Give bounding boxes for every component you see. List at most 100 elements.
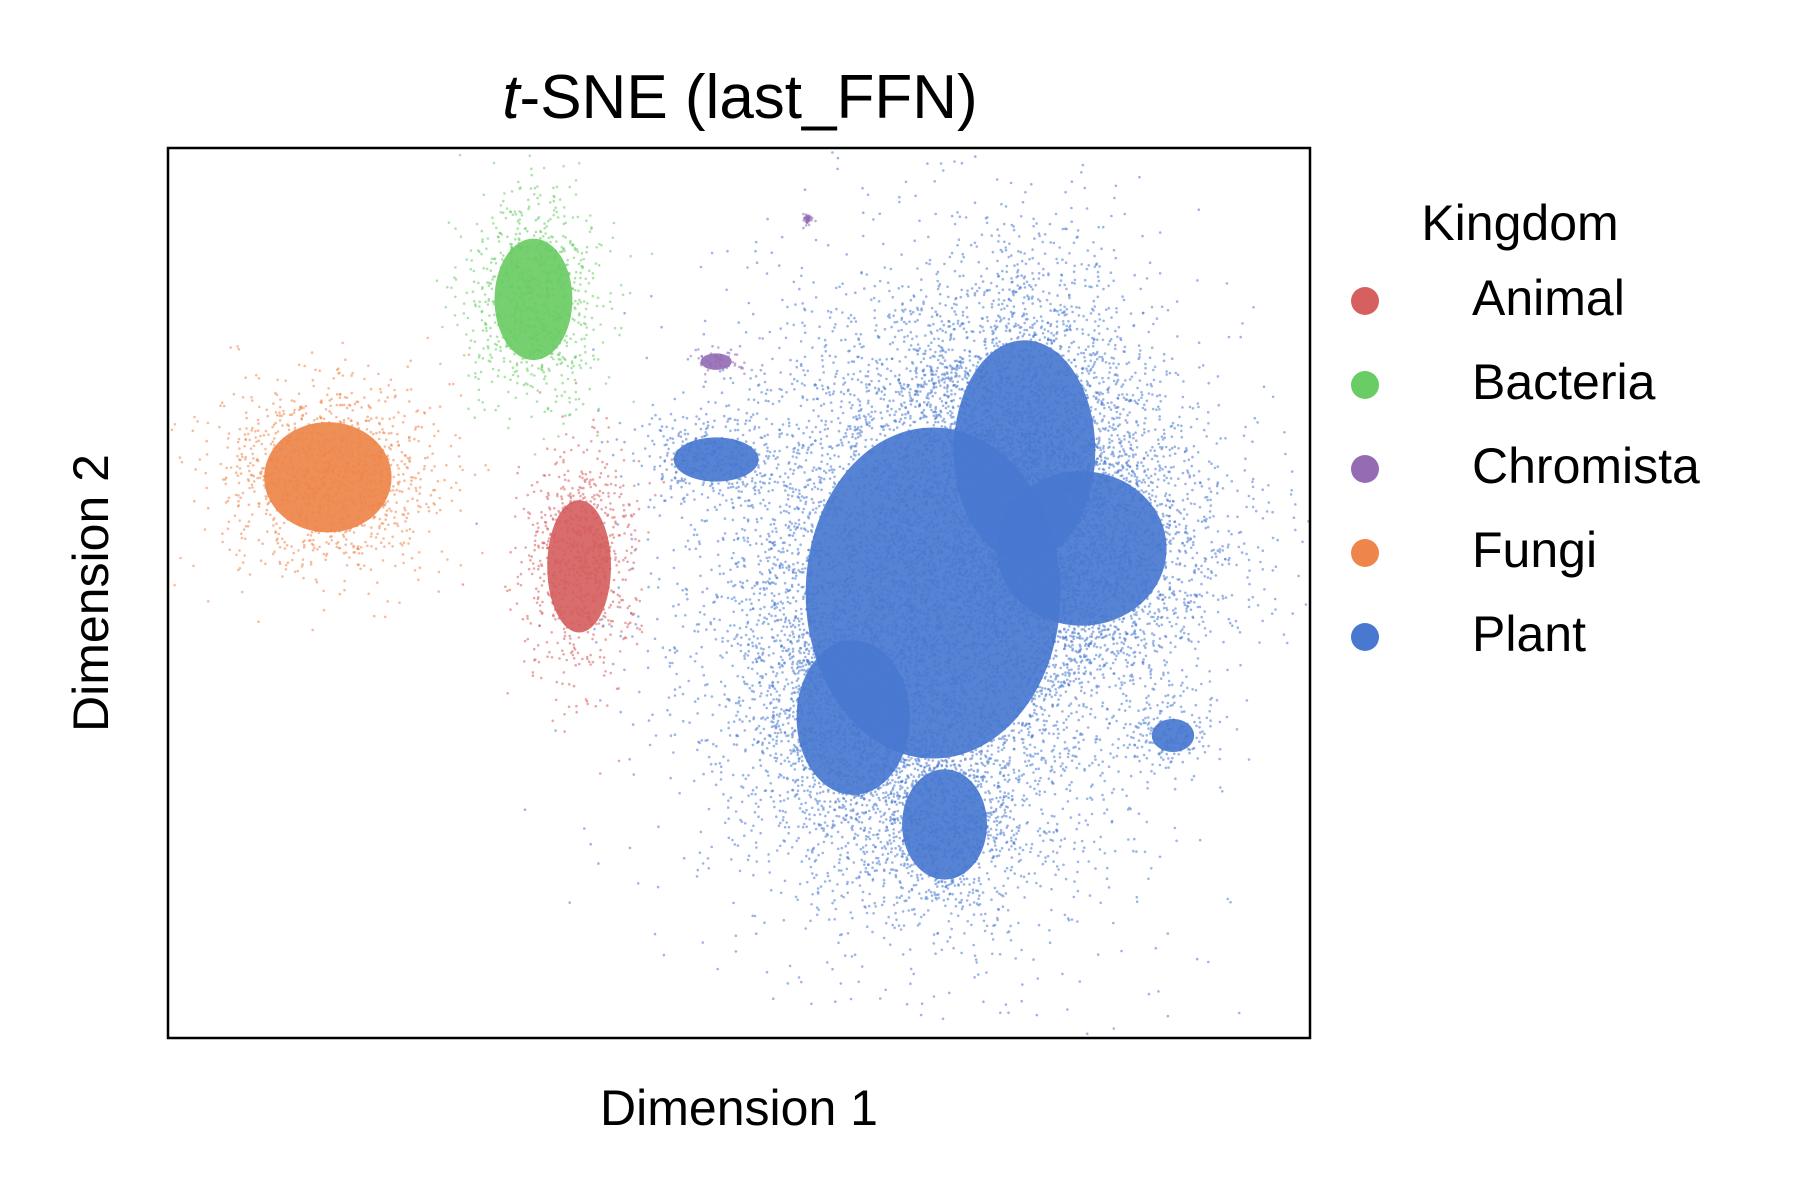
scatter-point (1274, 565, 1278, 568)
scatter-point (862, 472, 866, 476)
scatter-point (800, 382, 804, 385)
scatter-point (924, 459, 928, 462)
scatter-point (1060, 774, 1063, 777)
scatter-point (729, 348, 733, 352)
scatter-point (1128, 699, 1132, 703)
scatter-point (841, 563, 844, 567)
scatter-point (889, 649, 893, 652)
scatter-point (1078, 762, 1081, 766)
scatter-point (1053, 815, 1056, 818)
scatter-point (947, 665, 951, 669)
scatter-point (710, 845, 713, 849)
scatter-point (1029, 669, 1033, 672)
scatter-point (785, 510, 788, 513)
scatter-point (916, 343, 920, 346)
scatter-point (832, 614, 835, 618)
scatter-point (1093, 676, 1096, 680)
scatter-point (826, 500, 830, 504)
scatter-point (1000, 202, 1003, 206)
scatter-point (758, 571, 762, 574)
scatter-point (885, 566, 889, 570)
scatter-point (945, 652, 949, 656)
scatter-point (771, 357, 774, 361)
scatter-point (746, 620, 750, 624)
scatter-point (803, 673, 806, 676)
scatter-point (997, 854, 1001, 857)
scatter-point (1191, 615, 1195, 619)
scatter-point (860, 569, 863, 572)
scatter-point (990, 753, 993, 756)
scatter-point (828, 477, 832, 480)
scatter-point (797, 623, 801, 627)
scatter-point (1078, 654, 1082, 658)
scatter-point (837, 861, 841, 865)
scatter-point (933, 355, 936, 358)
scatter-point (879, 374, 882, 377)
scatter-point (934, 648, 938, 652)
scatter-point (1059, 279, 1063, 282)
scatter-point (779, 511, 783, 514)
scatter-point (870, 609, 873, 613)
scatter-point (919, 520, 923, 523)
scatter-point (954, 714, 957, 718)
scatter-point (1052, 755, 1056, 759)
scatter-point (964, 558, 968, 561)
scatter-point (988, 792, 991, 795)
scatter-point (1047, 665, 1051, 668)
scatter-point (933, 719, 937, 723)
scatter-point (1022, 773, 1025, 776)
scatter-point (1072, 746, 1075, 749)
scatter-point (779, 536, 783, 540)
scatter-point (1034, 283, 1037, 287)
scatter-point (782, 550, 785, 554)
scatter-point (1039, 661, 1042, 665)
scatter-point (816, 554, 820, 558)
scatter-point (827, 505, 830, 509)
scatter-point (932, 530, 936, 534)
scatter-point (863, 549, 867, 553)
scatter-point (831, 329, 834, 333)
scatter-point (759, 831, 762, 835)
scatter-point (867, 830, 871, 834)
scatter-point (873, 410, 877, 413)
scatter-point (649, 572, 653, 575)
scatter-point (1201, 620, 1205, 624)
scatter-point (887, 487, 891, 491)
scatter-point (948, 682, 952, 685)
scatter-point (751, 743, 755, 747)
scatter-point (634, 623, 638, 626)
scatter-point (904, 416, 907, 420)
scatter-point (646, 666, 650, 669)
scatter-point (759, 368, 763, 372)
scatter-point (743, 657, 746, 660)
scatter-point (1068, 783, 1071, 787)
scatter-point (1103, 779, 1106, 783)
scatter-point (840, 441, 844, 445)
scatter-point (919, 647, 923, 651)
scatter-point (1093, 716, 1097, 719)
scatter-point (954, 544, 958, 548)
scatter-point (802, 431, 805, 435)
scatter-point (1025, 843, 1028, 846)
scatter-point (832, 497, 836, 501)
scatter-point (744, 633, 748, 637)
scatter-point (823, 591, 826, 594)
scatter-point (1005, 738, 1008, 742)
scatter-point (861, 560, 865, 563)
scatter-point (905, 510, 909, 514)
scatter-point (1173, 445, 1177, 449)
scatter-point (1073, 880, 1076, 883)
scatter-point (913, 320, 917, 324)
scatter-point (808, 597, 812, 601)
scatter-point (1112, 1027, 1116, 1030)
scatter-point (1023, 610, 1027, 613)
scatter-point (794, 488, 798, 491)
scatter-point (857, 355, 860, 359)
scatter-point (988, 569, 991, 572)
scatter-point (878, 505, 881, 509)
scatter-point (705, 587, 709, 590)
scatter-point (976, 600, 979, 604)
scatter-point (871, 930, 874, 934)
scatter-point (901, 611, 904, 615)
scatter-point (1012, 714, 1016, 718)
